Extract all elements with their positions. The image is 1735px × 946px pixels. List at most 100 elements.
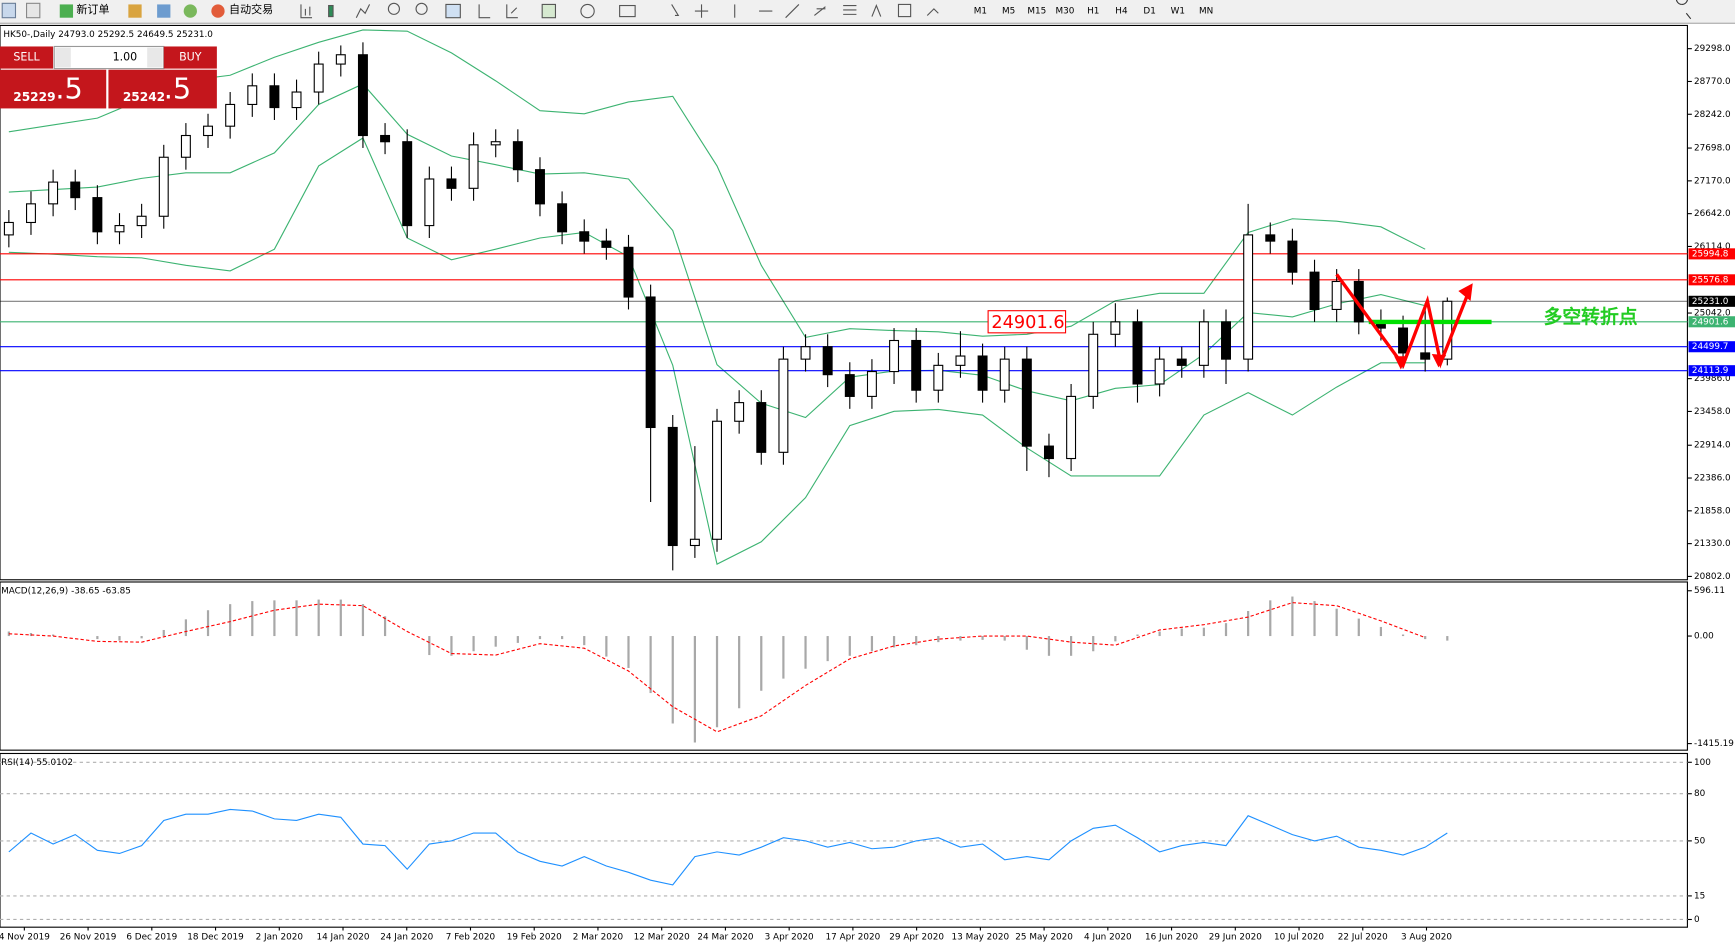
spin-down[interactable] bbox=[55, 47, 71, 68]
icon[interactable] bbox=[580, 3, 595, 19]
price-callout: 24901.6 bbox=[991, 313, 1064, 333]
timeframe-button[interactable]: D1 bbox=[1143, 7, 1155, 17]
icon[interactable] bbox=[871, 4, 882, 17]
timeframe-button[interactable]: M15 bbox=[1027, 7, 1046, 17]
toolbar-bg bbox=[0, 0, 1735, 23]
x-tick-label: 24 Mar 2020 bbox=[697, 933, 753, 943]
timeframe-button[interactable]: W1 bbox=[1171, 7, 1185, 17]
timeframe-button[interactable]: M5 bbox=[1002, 7, 1015, 17]
icon[interactable] bbox=[1, 2, 17, 19]
level-tag bbox=[1688, 365, 1735, 377]
icon[interactable] bbox=[814, 6, 826, 16]
icon[interactable] bbox=[355, 4, 371, 18]
candle-body bbox=[1398, 327, 1409, 354]
bollinger-upper bbox=[8, 29, 1426, 339]
icon[interactable] bbox=[785, 4, 800, 19]
candle-body bbox=[534, 169, 545, 205]
candle-body bbox=[866, 371, 877, 397]
icon[interactable] bbox=[506, 4, 518, 19]
bollinger-middle bbox=[8, 83, 1426, 419]
y-tick-label: 22386.0 bbox=[1694, 474, 1731, 484]
new-order-button[interactable]: 新订单 bbox=[76, 2, 109, 16]
icon[interactable] bbox=[619, 4, 636, 18]
icon[interactable] bbox=[843, 4, 857, 15]
icon[interactable] bbox=[157, 4, 171, 18]
buy-button[interactable] bbox=[163, 46, 217, 69]
auto-trade-icon[interactable] bbox=[211, 4, 225, 18]
level-tag bbox=[1688, 341, 1735, 353]
candle-body bbox=[48, 181, 59, 205]
icon[interactable] bbox=[926, 8, 939, 16]
timeframe-button[interactable]: H4 bbox=[1115, 7, 1128, 17]
x-tick-label: 2 Jan 2020 bbox=[256, 933, 304, 943]
timeframe-button[interactable]: MN bbox=[1199, 7, 1213, 17]
candle-body bbox=[424, 178, 435, 227]
icon[interactable] bbox=[415, 2, 428, 15]
x-tick-label: 17 Apr 2020 bbox=[826, 933, 881, 943]
sell-button[interactable] bbox=[0, 46, 54, 69]
sell-price[interactable]: 25229 bbox=[13, 90, 55, 104]
candle-body bbox=[933, 364, 944, 391]
icon[interactable] bbox=[26, 2, 41, 19]
candle-body bbox=[756, 402, 767, 453]
buy-price-box[interactable] bbox=[108, 69, 217, 109]
sell-price-box[interactable] bbox=[0, 69, 107, 109]
candle-body bbox=[889, 339, 900, 373]
x-tick-label: 6 Dec 2019 bbox=[126, 933, 177, 943]
candle-body bbox=[1088, 333, 1099, 397]
icon[interactable] bbox=[300, 4, 313, 19]
icon[interactable] bbox=[128, 4, 142, 18]
buy-label[interactable]: BUY bbox=[179, 51, 202, 64]
icon[interactable] bbox=[541, 3, 557, 19]
icon[interactable] bbox=[387, 2, 401, 15]
icon[interactable] bbox=[328, 4, 334, 18]
candle-body bbox=[645, 296, 656, 429]
pivot-annotation: 多空转折点 bbox=[1544, 305, 1638, 328]
auto-trade-button[interactable]: 自动交易 bbox=[229, 2, 273, 16]
candle-body bbox=[1132, 321, 1143, 385]
new-order-icon[interactable] bbox=[59, 4, 74, 18]
buy-price[interactable]: 25242 bbox=[123, 90, 165, 104]
candle-body bbox=[1265, 234, 1276, 242]
y-tick-label: 23458.0 bbox=[1694, 407, 1731, 417]
candle-body bbox=[778, 358, 789, 453]
icon[interactable] bbox=[478, 4, 491, 19]
candle-body bbox=[1066, 395, 1077, 460]
x-tick-label: 25 May 2020 bbox=[1015, 933, 1073, 943]
candle-body bbox=[357, 54, 368, 137]
icon[interactable] bbox=[671, 4, 680, 17]
spin-up[interactable] bbox=[147, 47, 163, 68]
candle-body bbox=[1420, 352, 1431, 360]
icon[interactable] bbox=[897, 3, 912, 18]
timeframe-button[interactable]: H1 bbox=[1087, 7, 1099, 17]
tool-icons bbox=[300, 2, 939, 19]
icon[interactable] bbox=[183, 4, 197, 18]
candle-body bbox=[1221, 321, 1231, 360]
candle-body bbox=[1331, 280, 1342, 310]
icon[interactable] bbox=[445, 3, 461, 19]
search-icon[interactable] bbox=[1675, 0, 1692, 20]
candle-body bbox=[1110, 321, 1121, 335]
candle-body bbox=[1021, 358, 1032, 447]
sell-pips[interactable]: .5 bbox=[55, 72, 82, 106]
icon[interactable] bbox=[694, 4, 709, 18]
level-tag bbox=[1688, 316, 1735, 328]
timeframe-button[interactable]: M30 bbox=[1056, 7, 1075, 17]
y-tick-label: -1415.19 bbox=[1694, 739, 1734, 749]
candle-body bbox=[1309, 271, 1320, 310]
x-tick-label: 29 Jun 2020 bbox=[1209, 933, 1263, 943]
one-click-trading: SELL 1.00 BUY 25229 .5 25242 .5 bbox=[0, 45, 217, 109]
rsi-line bbox=[8, 808, 1448, 886]
candle-body bbox=[955, 355, 966, 366]
zigzag-arrow bbox=[1335, 273, 1471, 369]
trend-drawings bbox=[1335, 273, 1492, 370]
lots-value[interactable]: 1.00 bbox=[113, 51, 138, 64]
toolbar: 新订单 自动交易 M1 M5 M1 bbox=[0, 0, 1735, 23]
sell-label[interactable]: SELL bbox=[13, 51, 40, 64]
x-tick-label: 24 Jan 2020 bbox=[380, 933, 433, 943]
buy-pips[interactable]: .5 bbox=[164, 72, 191, 106]
timeframe-button[interactable]: M1 bbox=[974, 7, 987, 17]
candle-body bbox=[557, 203, 568, 233]
level-label: 24499.7 bbox=[1692, 342, 1729, 352]
